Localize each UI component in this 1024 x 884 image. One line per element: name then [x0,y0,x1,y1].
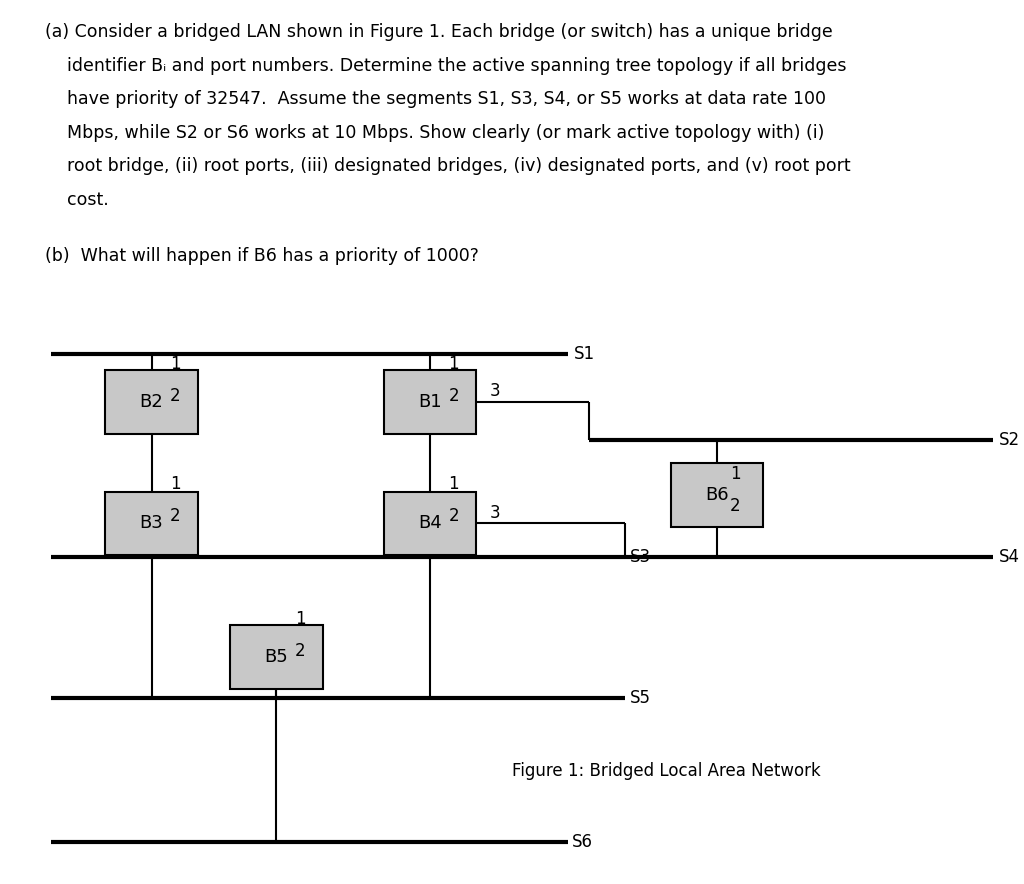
Bar [105,492,198,555]
Text: 3: 3 [489,504,500,522]
Text: 2: 2 [449,507,459,525]
Text: 1: 1 [449,476,459,493]
Bar [384,370,476,434]
Text: have priority of 32547.  Assume the segments S1, S3, S4, or S5 works at data rat: have priority of 32547. Assume the segme… [45,90,826,108]
Text: 3: 3 [489,382,500,400]
Text: B2: B2 [139,393,164,411]
Text: B5: B5 [264,648,289,666]
Text: 2: 2 [170,387,180,405]
Text: (b)  What will happen if B6 has a priority of 1000?: (b) What will happen if B6 has a priorit… [45,247,479,264]
Text: B4: B4 [418,514,442,532]
Text: S2: S2 [998,431,1020,449]
Text: Figure 1: Bridged Local Area Network: Figure 1: Bridged Local Area Network [512,762,821,780]
Text: Mbps, while S2 or S6 works at 10 Mbps. Show clearly (or mark active topology wit: Mbps, while S2 or S6 works at 10 Mbps. S… [45,124,824,141]
Text: S6: S6 [571,833,593,850]
Text: 2: 2 [295,642,305,659]
Bar [671,463,763,527]
Text: B3: B3 [139,514,164,532]
Text: S5: S5 [630,690,651,707]
Text: S3: S3 [630,548,651,566]
Text: (a) Consider a bridged LAN shown in Figure 1. Each bridge (or switch) has a uniq: (a) Consider a bridged LAN shown in Figu… [45,23,833,41]
Text: root bridge, (ii) root ports, (iii) designated bridges, (iv) designated ports, a: root bridge, (ii) root ports, (iii) desi… [45,157,851,175]
Text: 1: 1 [295,610,305,628]
Bar [230,625,323,689]
Text: identifier Bᵢ and port numbers. Determine the active spanning tree topology if a: identifier Bᵢ and port numbers. Determin… [45,57,847,74]
Text: S1: S1 [573,345,595,362]
Text: 2: 2 [730,497,740,514]
Text: 1: 1 [449,355,459,373]
Text: B1: B1 [418,393,442,411]
Text: 2: 2 [449,387,459,405]
Text: 1: 1 [730,465,740,483]
Text: B6: B6 [705,486,729,504]
Text: S4: S4 [998,548,1020,566]
Text: cost.: cost. [45,191,109,209]
Text: 1: 1 [170,355,180,373]
Text: 1: 1 [170,476,180,493]
Bar [384,492,476,555]
Bar [105,370,198,434]
Text: 2: 2 [170,507,180,525]
